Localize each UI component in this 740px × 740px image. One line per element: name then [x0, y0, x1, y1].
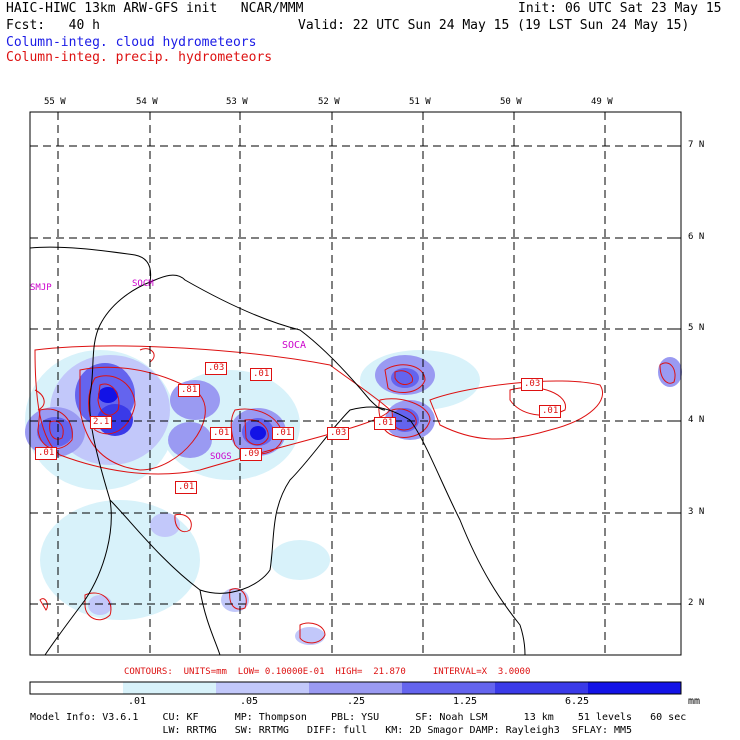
colorbar-tick-label: 1.25: [453, 696, 478, 707]
colorbar-tick-label: 6.25: [565, 696, 590, 707]
colorbar-segment: [402, 682, 496, 694]
contour-value-label: .01: [250, 368, 273, 381]
contour-value-label: .01: [272, 427, 295, 440]
colorbar-segment: [216, 682, 310, 694]
lon-label: 53 W: [226, 97, 248, 107]
lon-label: 54 W: [136, 97, 158, 107]
station-label: SOCA: [282, 340, 307, 351]
cloud-fill-layer: [25, 350, 682, 645]
colorbar-tick-label: .05: [240, 696, 259, 707]
lon-label: 51 W: [409, 97, 431, 107]
lat-label: 5 N: [688, 323, 705, 333]
station-label: SMJP: [30, 283, 52, 293]
lat-label: 3 N: [688, 507, 705, 517]
lon-label: 49 W: [591, 97, 613, 107]
colorbar-tick-label: .25: [347, 696, 366, 707]
legend-cloud-label: Column-integ. cloud hydrometeors: [6, 35, 257, 50]
lon-label: 52 W: [318, 97, 340, 107]
colorbar-segment: [309, 682, 403, 694]
contour-value-label: .81: [178, 384, 201, 397]
contour-value-label: .01: [539, 405, 562, 418]
lat-label: 2 N: [688, 598, 705, 608]
colorbar-segment: [588, 682, 682, 694]
lat-label: 4 N: [688, 415, 705, 425]
colorbar-unit: mm: [688, 696, 701, 707]
lon-label: 55 W: [44, 97, 66, 107]
map-frame: [29, 111, 682, 656]
header-title: HAIC-HIWC 13km ARW-GFS init NCAR/MMM: [6, 1, 304, 16]
contour-value-label: .01: [374, 417, 397, 430]
colorbar: [29, 681, 682, 695]
legend-precip-label: Column-integ. precip. hydrometeors: [6, 50, 273, 65]
contour-value-label: 2.1: [90, 416, 113, 429]
header-init-time: Init: 06 UTC Sat 23 May 15: [518, 1, 722, 16]
tick-marks: [57, 112, 681, 605]
footer-model-info-1: Model Info: V3.6.1 CU: KF MP: Thompson P…: [30, 712, 687, 723]
footer-model-info-2: LW: RRTMG SW: RRTMG DIFF: full KM: 2D Sm…: [30, 725, 633, 736]
lat-label: 7 N: [688, 140, 705, 150]
lat-label: 6 N: [688, 232, 705, 242]
colorbar-segment: [30, 682, 124, 694]
contour-value-label: .09: [240, 448, 263, 461]
colorbar-frame: [29, 681, 682, 695]
station-label: SOCM: [132, 279, 154, 289]
colorbar-segment: [495, 682, 589, 694]
contour-value-label: .01: [210, 427, 233, 440]
coastline-layer: [29, 246, 526, 656]
lon-label: 50 W: [500, 97, 522, 107]
header-forecast-hour: Fcst: 40 h: [6, 18, 100, 33]
latlon-grid: [30, 112, 681, 655]
contour-value-label: .03: [205, 362, 228, 375]
contour-value-label: .03: [327, 427, 350, 440]
header-valid-time: Valid: 22 UTC Sun 24 May 15 (19 LST Sun …: [298, 18, 690, 33]
contour-value-label: .01: [35, 447, 58, 460]
colorbar-segment: [123, 682, 217, 694]
contour-info: CONTOURS: UNITS=mm LOW= 0.10000E-01 HIGH…: [124, 667, 531, 677]
colorbar-tick-label: .01: [128, 696, 147, 707]
contour-value-label: .01: [175, 481, 198, 494]
contour-value-label: .03: [521, 378, 544, 391]
station-label: SOGS: [210, 452, 232, 462]
